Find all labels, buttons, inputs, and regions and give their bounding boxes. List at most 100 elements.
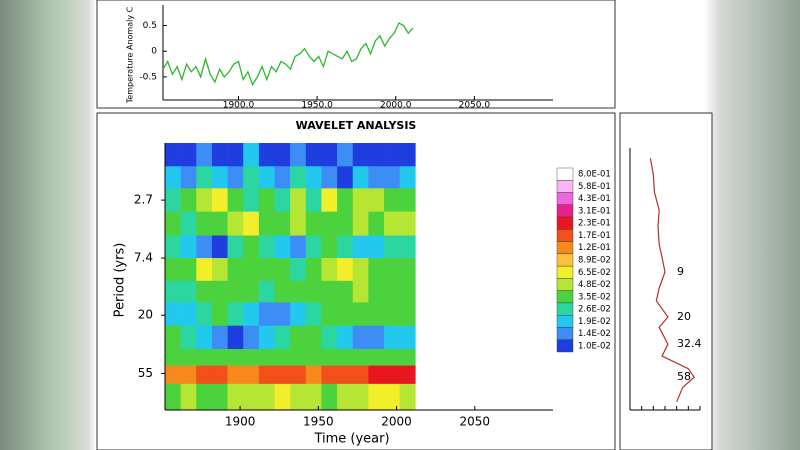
power-cell xyxy=(384,188,400,212)
power-cell xyxy=(352,258,369,282)
power-cell xyxy=(211,166,228,189)
colorbar-label: 8.9E-02 xyxy=(578,256,611,266)
power-cell xyxy=(274,383,291,411)
power-cell xyxy=(165,211,181,236)
power-cell xyxy=(352,383,369,411)
power-cell xyxy=(352,365,369,385)
power-cell xyxy=(227,365,244,385)
power-cell xyxy=(274,365,291,385)
power-cell xyxy=(337,280,354,303)
power-cell xyxy=(384,211,400,236)
power-cell xyxy=(305,143,322,167)
power-cell xyxy=(196,211,213,236)
power-cell xyxy=(243,365,260,385)
power-cell xyxy=(321,383,338,411)
power-cell xyxy=(368,211,385,236)
power-cell xyxy=(321,258,338,282)
power-cell xyxy=(368,258,385,282)
power-cell xyxy=(321,166,338,189)
power-cell xyxy=(368,235,385,259)
y-tick-label: 0 xyxy=(151,47,157,57)
power-cell xyxy=(165,302,181,327)
colorbar-swatch xyxy=(556,253,574,267)
power-cell xyxy=(180,280,197,303)
power-cell xyxy=(180,143,197,167)
power-cell xyxy=(384,143,400,167)
power-cell xyxy=(290,383,307,411)
chart-title: WAVELET ANALYSIS xyxy=(296,119,417,132)
power-cell xyxy=(243,280,260,303)
power-cell xyxy=(274,349,291,366)
power-cell xyxy=(368,365,385,385)
power-cell xyxy=(290,325,307,350)
power-cell xyxy=(180,365,197,385)
colorbar-label: 4.3E-01 xyxy=(578,194,611,204)
power-cell xyxy=(321,349,338,366)
power-cell xyxy=(305,166,322,189)
power-cell xyxy=(399,365,416,385)
colorbar-label: 1.0E-02 xyxy=(578,341,611,351)
power-cell xyxy=(305,365,322,385)
power-cell xyxy=(243,302,260,327)
power-cell xyxy=(258,325,275,350)
power-cell xyxy=(227,143,244,167)
power-cell xyxy=(196,325,213,350)
colorbar-label: 1.4E-02 xyxy=(578,329,611,339)
y-tick-label: 0.5 xyxy=(143,21,157,31)
x-tick-label: 2050.0 xyxy=(459,101,491,111)
power-cell xyxy=(337,166,354,189)
power-cell xyxy=(290,143,307,167)
colorbar-label: 8.0E-01 xyxy=(578,170,611,180)
power-cell xyxy=(211,280,228,303)
power-cell xyxy=(384,235,400,259)
power-cell xyxy=(243,166,260,189)
colorbar-label: 5.8E-01 xyxy=(578,182,611,192)
x-axis-label: Time (year) xyxy=(313,432,389,447)
power-cell xyxy=(243,188,260,212)
power-cell xyxy=(258,258,275,282)
colorbar-swatch xyxy=(556,241,574,255)
power-cell xyxy=(399,166,416,189)
power-cell xyxy=(165,188,181,212)
power-cell xyxy=(274,143,291,167)
power-cell xyxy=(290,258,307,282)
power-cell xyxy=(180,211,197,236)
power-cell xyxy=(290,349,307,366)
x-tick-label: 1900.0 xyxy=(223,101,255,111)
power-cell xyxy=(258,188,275,212)
power-cell xyxy=(399,235,416,259)
colorbar-label: 2.6E-02 xyxy=(578,305,611,315)
power-cell xyxy=(384,302,400,327)
colorbar-label: 2.3E-01 xyxy=(578,219,611,229)
peak-label: 32.4 xyxy=(677,337,702,350)
power-cell xyxy=(352,280,369,303)
power-cell xyxy=(399,280,416,303)
power-cell xyxy=(211,211,228,236)
power-cell xyxy=(243,211,260,236)
power-cell xyxy=(258,383,275,411)
power-cell xyxy=(258,211,275,236)
power-cell xyxy=(165,383,181,411)
power-cell xyxy=(180,258,197,282)
power-cell xyxy=(258,365,275,385)
power-cell xyxy=(337,211,354,236)
power-cell xyxy=(211,188,228,212)
y-axis-label: Period (yrs) xyxy=(113,243,128,318)
power-cell xyxy=(196,383,213,411)
power-cell xyxy=(243,143,260,167)
x-tick-label: 1950.0 xyxy=(301,101,333,111)
power-cell xyxy=(305,325,322,350)
power-cell xyxy=(399,211,416,236)
power-cell xyxy=(368,349,385,366)
colorbar-label: 1.2E-01 xyxy=(578,243,611,253)
power-cell xyxy=(305,258,322,282)
power-cell xyxy=(352,235,369,259)
colorbar-swatch xyxy=(556,339,574,353)
power-cell xyxy=(384,365,400,385)
power-cell xyxy=(258,280,275,303)
power-cell xyxy=(305,280,322,303)
power-cell xyxy=(165,143,181,167)
power-cell xyxy=(227,166,244,189)
power-cell xyxy=(368,383,385,411)
power-cell xyxy=(321,235,338,259)
